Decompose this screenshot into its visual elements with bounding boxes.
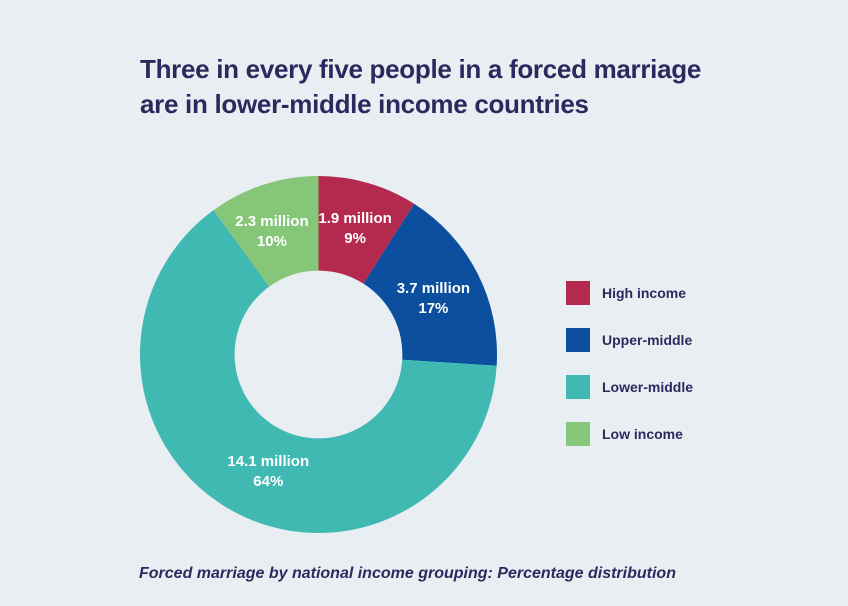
legend-item-low-income: Low income [566,422,693,446]
legend-label-low-income: Low income [602,426,683,442]
slice-value-label: 3.7 million [396,279,471,297]
slice-label-lower-middle: 14.1 million 64% [227,452,309,492]
legend-label-upper-middle: Upper-middle [602,332,693,348]
chart-caption: Forced marriage by national income group… [139,565,676,582]
legend-item-upper-middle: Upper-middle [566,328,693,352]
slice-value-label: 14.1 million [227,453,310,471]
legend-label-high-income: High income [602,285,687,301]
legend-swatch-low-income [566,422,590,446]
slice-value-label: 1.9 million [318,209,392,227]
legend-label-lower-middle: Lower-middle [602,379,694,395]
slice-label-low-income: 2.3 million 10% [235,212,308,252]
slice-value-label: 2.3 million [235,212,309,230]
slice-high-income [318,176,415,284]
slice-upper-middle [363,203,497,366]
legend-item-high-income: High income [566,281,693,305]
chart-title-line1: Three in every five people in a forced m… [140,54,702,84]
donut-chart-area: 1.9 million 9% 3.7 million 17% 14.1 million 6… [140,176,497,533]
slice-lower-middle [140,210,497,533]
slice-percent-label: 64% [253,473,284,491]
chart-legend: High income Upper-middle Lower-middle Lo… [566,281,693,469]
slice-percent-label: 10% [256,232,287,250]
slice-label-high-income: 1.9 million 9% [318,209,391,249]
chart-title: Three in every five people in a forced m… [140,52,720,122]
legend-item-lower-middle: Lower-middle [566,375,693,399]
slice-percent-label: 9% [344,229,366,247]
chart-title-line2: are in lower-middle income countries [140,89,589,119]
legend-swatch-lower-middle [566,375,590,399]
slice-label-upper-middle: 3.7 million 17% [397,279,470,319]
legend-swatch-upper-middle [566,328,590,352]
legend-swatch-high-income [566,281,590,305]
slice-percent-label: 17% [418,299,449,317]
slice-low-income [213,176,319,287]
donut-chart [140,176,497,533]
